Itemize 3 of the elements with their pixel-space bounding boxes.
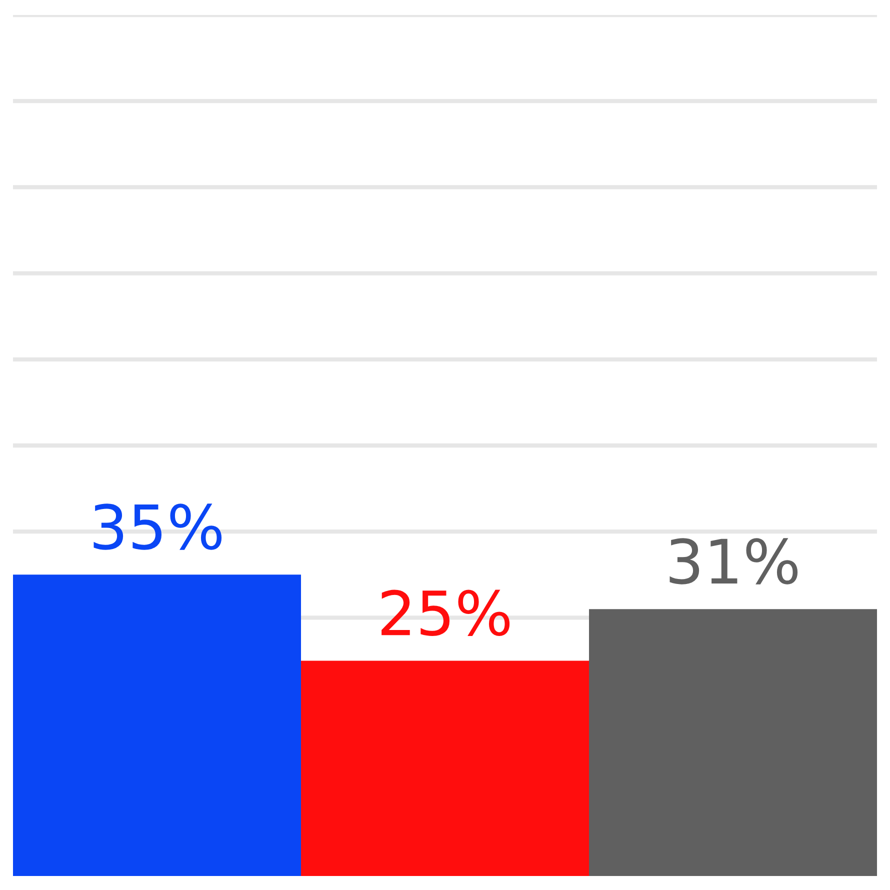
- data-label: 25%: [382, 590, 510, 636]
- data-label: 35%: [94, 504, 222, 550]
- data-label: 31%: [670, 538, 798, 584]
